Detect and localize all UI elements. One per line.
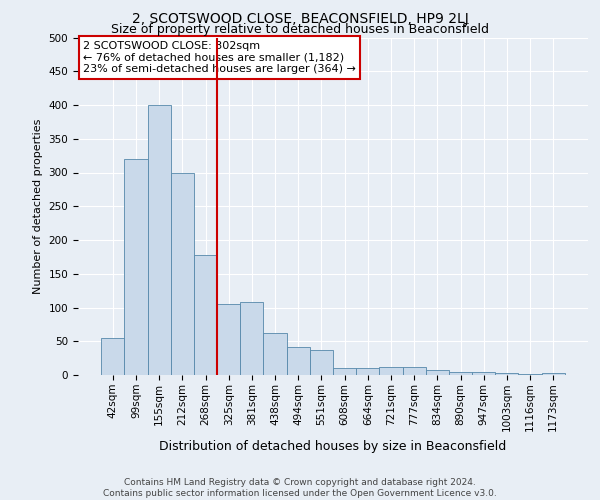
- Bar: [356, 368, 379, 375]
- Bar: [449, 372, 472, 375]
- Text: 2, SCOTSWOOD CLOSE, BEACONSFIELD, HP9 2LJ: 2, SCOTSWOOD CLOSE, BEACONSFIELD, HP9 2L…: [131, 12, 469, 26]
- Text: Contains HM Land Registry data © Crown copyright and database right 2024.
Contai: Contains HM Land Registry data © Crown c…: [103, 478, 497, 498]
- Bar: [518, 374, 542, 375]
- Bar: [333, 368, 356, 375]
- Bar: [542, 373, 565, 375]
- Bar: [101, 338, 124, 375]
- Bar: [287, 346, 310, 375]
- Bar: [124, 159, 148, 375]
- Bar: [263, 333, 287, 375]
- Text: Size of property relative to detached houses in Beaconsfield: Size of property relative to detached ho…: [111, 22, 489, 36]
- Bar: [472, 372, 495, 375]
- Bar: [495, 373, 518, 375]
- Bar: [310, 350, 333, 375]
- Bar: [171, 172, 194, 375]
- Bar: [217, 304, 240, 375]
- Text: 2 SCOTSWOOD CLOSE: 302sqm
← 76% of detached houses are smaller (1,182)
23% of se: 2 SCOTSWOOD CLOSE: 302sqm ← 76% of detac…: [83, 41, 356, 74]
- Bar: [379, 367, 403, 375]
- X-axis label: Distribution of detached houses by size in Beaconsfield: Distribution of detached houses by size …: [160, 440, 506, 452]
- Bar: [148, 105, 171, 375]
- Bar: [240, 302, 263, 375]
- Bar: [426, 370, 449, 375]
- Bar: [194, 255, 217, 375]
- Bar: [403, 367, 426, 375]
- Y-axis label: Number of detached properties: Number of detached properties: [33, 118, 43, 294]
